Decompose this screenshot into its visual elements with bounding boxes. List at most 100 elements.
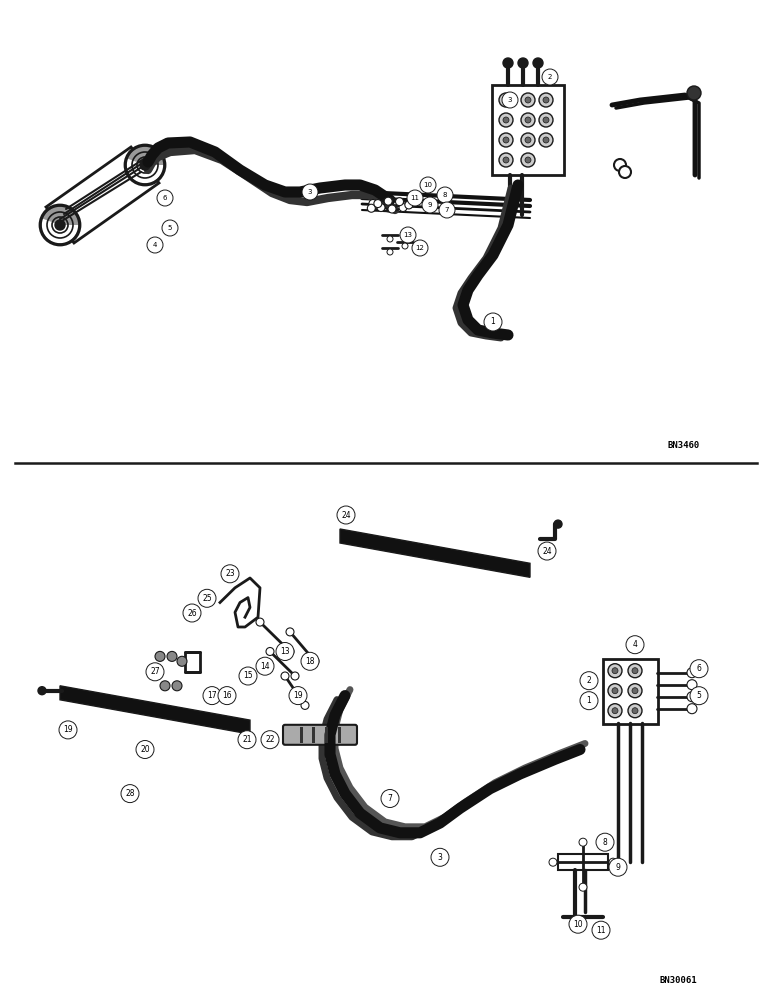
Circle shape [612, 708, 618, 714]
Text: 27: 27 [151, 667, 160, 676]
Circle shape [387, 249, 393, 255]
Bar [603, 659, 658, 724]
Text: 4: 4 [632, 640, 638, 649]
Circle shape [596, 833, 614, 851]
Circle shape [612, 688, 618, 694]
Circle shape [160, 681, 170, 691]
Text: 19: 19 [63, 725, 73, 734]
Text: 10: 10 [424, 182, 432, 188]
Circle shape [412, 240, 428, 256]
Text: 3: 3 [438, 853, 442, 862]
Bar [300, 727, 303, 743]
Circle shape [687, 668, 697, 678]
Circle shape [687, 680, 697, 690]
Bar [325, 727, 328, 743]
Text: 5: 5 [168, 225, 172, 231]
Text: 2: 2 [587, 676, 591, 685]
Text: 9: 9 [428, 202, 432, 208]
Circle shape [140, 160, 150, 170]
Circle shape [367, 204, 375, 212]
Text: 16: 16 [222, 691, 232, 700]
Circle shape [38, 687, 46, 695]
Polygon shape [46, 147, 159, 243]
Circle shape [539, 93, 553, 107]
Circle shape [281, 672, 289, 680]
Circle shape [177, 656, 187, 666]
Circle shape [484, 313, 502, 331]
Circle shape [146, 663, 164, 681]
Circle shape [395, 198, 404, 206]
Circle shape [580, 692, 598, 710]
Circle shape [543, 117, 549, 123]
Circle shape [155, 651, 165, 661]
Text: 8: 8 [443, 192, 447, 198]
Circle shape [301, 701, 309, 709]
Text: 17: 17 [207, 691, 217, 700]
Circle shape [503, 137, 509, 143]
Text: 11: 11 [596, 926, 606, 935]
Circle shape [521, 133, 535, 147]
Circle shape [539, 133, 553, 147]
Wedge shape [42, 206, 79, 225]
Circle shape [384, 197, 392, 205]
Circle shape [266, 648, 274, 656]
Text: 2: 2 [548, 74, 552, 80]
Circle shape [543, 137, 549, 143]
Circle shape [301, 652, 319, 670]
Circle shape [525, 137, 531, 143]
Text: 22: 22 [266, 735, 275, 744]
Circle shape [198, 589, 216, 607]
Circle shape [612, 668, 618, 674]
FancyBboxPatch shape [283, 725, 357, 745]
Circle shape [422, 197, 438, 213]
Circle shape [218, 687, 236, 705]
Polygon shape [60, 686, 250, 734]
Circle shape [549, 858, 557, 866]
Circle shape [521, 153, 535, 167]
Text: 25: 25 [202, 594, 212, 603]
Circle shape [399, 204, 407, 212]
Text: 11: 11 [411, 195, 419, 201]
Circle shape [569, 915, 587, 933]
Text: 20: 20 [141, 745, 150, 754]
Circle shape [302, 184, 318, 200]
Circle shape [632, 708, 638, 714]
Circle shape [407, 200, 415, 208]
Circle shape [503, 97, 509, 103]
Text: 18: 18 [305, 657, 315, 666]
Circle shape [337, 506, 355, 524]
Circle shape [136, 740, 154, 758]
Circle shape [286, 648, 294, 656]
Circle shape [289, 687, 307, 705]
Circle shape [420, 177, 436, 193]
Circle shape [55, 220, 65, 230]
Circle shape [609, 858, 617, 866]
Circle shape [687, 692, 697, 702]
Text: 3: 3 [308, 189, 312, 195]
Circle shape [311, 657, 319, 665]
Circle shape [525, 97, 531, 103]
Circle shape [687, 86, 701, 100]
Circle shape [579, 883, 587, 891]
Circle shape [157, 190, 173, 206]
Circle shape [369, 200, 377, 208]
Circle shape [183, 604, 201, 622]
Circle shape [405, 201, 413, 209]
Circle shape [525, 157, 531, 163]
Circle shape [400, 227, 416, 243]
Circle shape [172, 681, 182, 691]
Polygon shape [340, 529, 530, 577]
Circle shape [542, 69, 558, 85]
Text: 28: 28 [125, 789, 135, 798]
Text: 1: 1 [587, 696, 591, 705]
Circle shape [238, 731, 256, 749]
Circle shape [690, 660, 708, 678]
Circle shape [377, 204, 385, 212]
Bar [338, 727, 341, 743]
Circle shape [502, 92, 518, 108]
Text: 1: 1 [491, 318, 496, 326]
Circle shape [619, 166, 631, 178]
Circle shape [521, 93, 535, 107]
Text: 6: 6 [163, 195, 168, 201]
Text: 7: 7 [388, 794, 392, 803]
